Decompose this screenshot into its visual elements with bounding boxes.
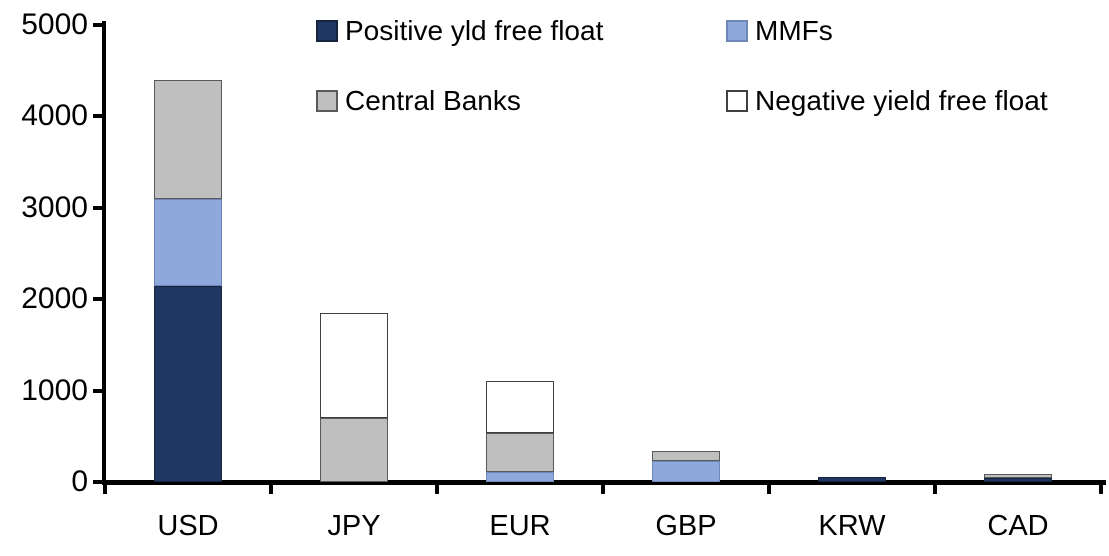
bar-jpy [320, 312, 388, 482]
legend-swatch-icon [316, 90, 338, 112]
bar-segment-eur-mmfs [486, 471, 554, 482]
bar-krw [818, 477, 886, 482]
x-tick-mark [435, 484, 439, 494]
y-tick-mark [93, 114, 105, 119]
bar-cad [984, 473, 1052, 482]
legend-item-mmfs: MMFs [726, 16, 833, 46]
y-tick-mark [93, 297, 105, 302]
y-tick-label: 0 [71, 465, 88, 498]
y-tick-mark [93, 205, 105, 210]
bar-segment-jpy-negative-yield-free-float [320, 312, 388, 419]
bar-segment-gbp-central-banks [652, 450, 720, 462]
bar-segment-usd-central-banks [154, 79, 222, 199]
legend-label: Positive yld free float [345, 15, 604, 46]
x-category-label: USD [157, 510, 219, 542]
bar-segment-usd-mmfs [154, 198, 222, 286]
legend-item-positive-yld-free-float: Positive yld free float [316, 16, 603, 46]
bar-segment-eur-negative-yield-free-float [486, 380, 554, 433]
x-category-label: GBP [655, 510, 717, 542]
y-tick-mark [93, 480, 105, 484]
y-tick-mark [93, 23, 105, 27]
y-tick-label: 2000 [21, 282, 88, 316]
legend-label: Central Banks [345, 85, 521, 116]
y-axis-line [102, 21, 106, 484]
bar-segment-cad-central-banks [984, 473, 1052, 479]
x-tick-mark [767, 484, 771, 494]
x-category-label: KRW [818, 510, 886, 542]
x-tick-mark [1099, 484, 1103, 494]
x-tick-mark [933, 484, 937, 494]
bar-segment-jpy-central-banks [320, 418, 388, 482]
bar-segment-cad-positive-yld-free-float [984, 478, 1052, 482]
bar-segment-gbp-mmfs [652, 461, 720, 482]
bar-gbp [652, 450, 720, 482]
x-category-label: CAD [987, 510, 1049, 542]
bar-segment-eur-central-banks [486, 432, 554, 472]
x-tick-mark [269, 484, 273, 494]
x-tick-mark [601, 484, 605, 494]
bar-segment-krw-positive-yld-free-float [818, 477, 886, 482]
y-tick-label: 1000 [21, 373, 88, 407]
legend-label: Negative yield free float [755, 85, 1048, 116]
bar-eur [486, 380, 554, 482]
legend-swatch-icon [726, 90, 748, 112]
y-tick-label: 4000 [21, 99, 88, 133]
legend-item-central-banks: Central Banks [316, 86, 521, 116]
y-tick-label: 3000 [21, 190, 88, 224]
legend-swatch-icon [316, 20, 338, 42]
x-category-label: EUR [489, 510, 551, 542]
x-category-label: JPY [327, 510, 381, 542]
bar-usd [154, 79, 222, 482]
y-tick-label: 5000 [21, 8, 88, 41]
legend-item-negative-yield-free-float: Negative yield free float [726, 86, 1048, 116]
y-tick-mark [93, 388, 105, 393]
legend-swatch-icon [726, 20, 748, 42]
x-axis-line [102, 480, 1106, 485]
x-tick-mark [103, 484, 107, 494]
legend-label: MMFs [755, 15, 833, 46]
bar-segment-usd-positive-yld-free-float [154, 285, 222, 482]
